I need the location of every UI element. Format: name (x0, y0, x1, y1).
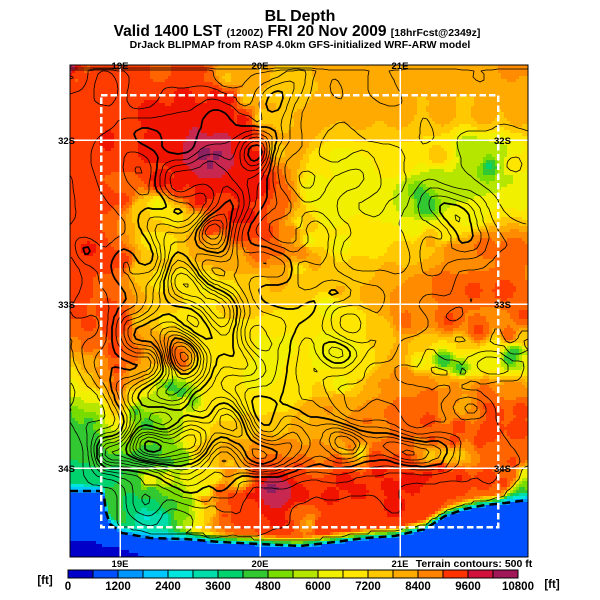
svg-text:32S: 32S (494, 136, 511, 147)
svg-text:7200: 7200 (355, 581, 381, 593)
svg-text:0: 0 (65, 581, 71, 593)
svg-text:20E: 20E (252, 559, 269, 570)
svg-text:BL Depth: BL Depth (265, 8, 336, 25)
svg-text:[ft]: [ft] (544, 579, 559, 591)
svg-text:1200: 1200 (105, 581, 131, 593)
svg-text:[ft]: [ft] (37, 575, 52, 587)
svg-text:21E: 21E (392, 61, 409, 72)
svg-text:19E: 19E (112, 559, 129, 570)
svg-text:33S: 33S (494, 300, 511, 311)
svg-text:21E: 21E (392, 559, 409, 570)
svg-text:32S: 32S (58, 136, 75, 147)
svg-text:2400: 2400 (155, 581, 181, 593)
svg-text:10800: 10800 (502, 581, 534, 593)
svg-text:20E: 20E (252, 61, 269, 72)
svg-text:3600: 3600 (205, 581, 231, 593)
svg-text:34S: 34S (494, 464, 511, 475)
svg-text:19E: 19E (112, 61, 129, 72)
svg-text:Terrain contours: 500 ft: Terrain contours: 500 ft (416, 558, 533, 570)
svg-text:4800: 4800 (255, 581, 281, 593)
svg-text:33S: 33S (58, 300, 75, 311)
svg-text:6000: 6000 (305, 581, 331, 593)
svg-text:8400: 8400 (405, 581, 431, 593)
svg-text:Valid 1400 LST (1200Z) FRI 20: Valid 1400 LST (1200Z) FRI 20 Nov 2009 [… (114, 23, 481, 40)
svg-text:DrJack BLIPMAP from RASP 4.0km: DrJack BLIPMAP from RASP 4.0km GFS-initi… (130, 39, 471, 51)
svg-text:9600: 9600 (455, 581, 481, 593)
svg-text:34S: 34S (58, 464, 75, 475)
